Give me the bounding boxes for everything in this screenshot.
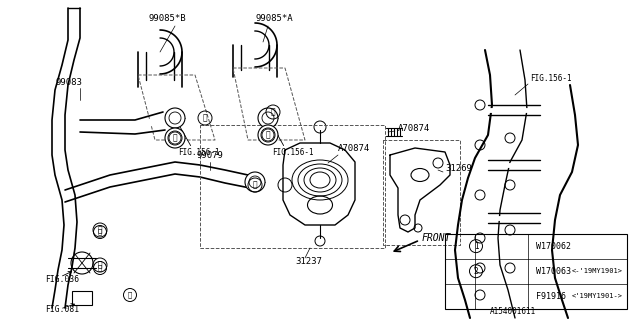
Text: ②: ② [266, 131, 270, 140]
Text: <-'19MY1901>: <-'19MY1901> [572, 268, 623, 274]
Text: 99079: 99079 [196, 150, 223, 159]
Text: 31269: 31269 [445, 164, 472, 172]
Text: ②: ② [253, 180, 257, 189]
Text: FRONT: FRONT [422, 233, 451, 243]
Text: FIG.156-1: FIG.156-1 [530, 74, 572, 83]
Text: <'19MY1901->: <'19MY1901-> [572, 293, 623, 299]
Text: W170063: W170063 [536, 267, 572, 276]
Text: FIG.156-1: FIG.156-1 [178, 148, 220, 156]
Circle shape [165, 108, 185, 128]
Text: 31237: 31237 [295, 258, 322, 267]
Text: A70874: A70874 [338, 143, 371, 153]
Bar [445, 234, 627, 309]
Text: FIG.156-1: FIG.156-1 [272, 148, 314, 156]
Text: ②: ② [98, 260, 102, 269]
Text: 99085*A: 99085*A [255, 13, 292, 22]
Text: ②: ② [98, 226, 102, 235]
Text: ①: ① [203, 114, 207, 123]
Circle shape [258, 108, 278, 128]
Circle shape [165, 128, 185, 148]
Text: F91916: F91916 [536, 292, 566, 301]
Text: ②: ② [98, 265, 102, 271]
Text: A154001611: A154001611 [490, 308, 536, 316]
Text: 2: 2 [474, 267, 478, 276]
Text: ②: ② [98, 229, 102, 235]
Text: FIG.036: FIG.036 [45, 276, 79, 284]
Text: W170062: W170062 [536, 242, 572, 251]
Text: ①: ① [271, 108, 275, 116]
Text: ②: ② [128, 292, 132, 298]
Text: 1: 1 [474, 242, 478, 251]
Circle shape [71, 252, 93, 274]
Text: A70874: A70874 [398, 124, 430, 132]
Text: 99083: 99083 [55, 77, 82, 86]
Circle shape [245, 172, 265, 192]
Bar [72, 291, 92, 305]
Text: 99085*B: 99085*B [148, 13, 186, 22]
Circle shape [258, 125, 278, 145]
Text: FIG.081: FIG.081 [45, 306, 79, 315]
Text: ②: ② [173, 133, 177, 142]
